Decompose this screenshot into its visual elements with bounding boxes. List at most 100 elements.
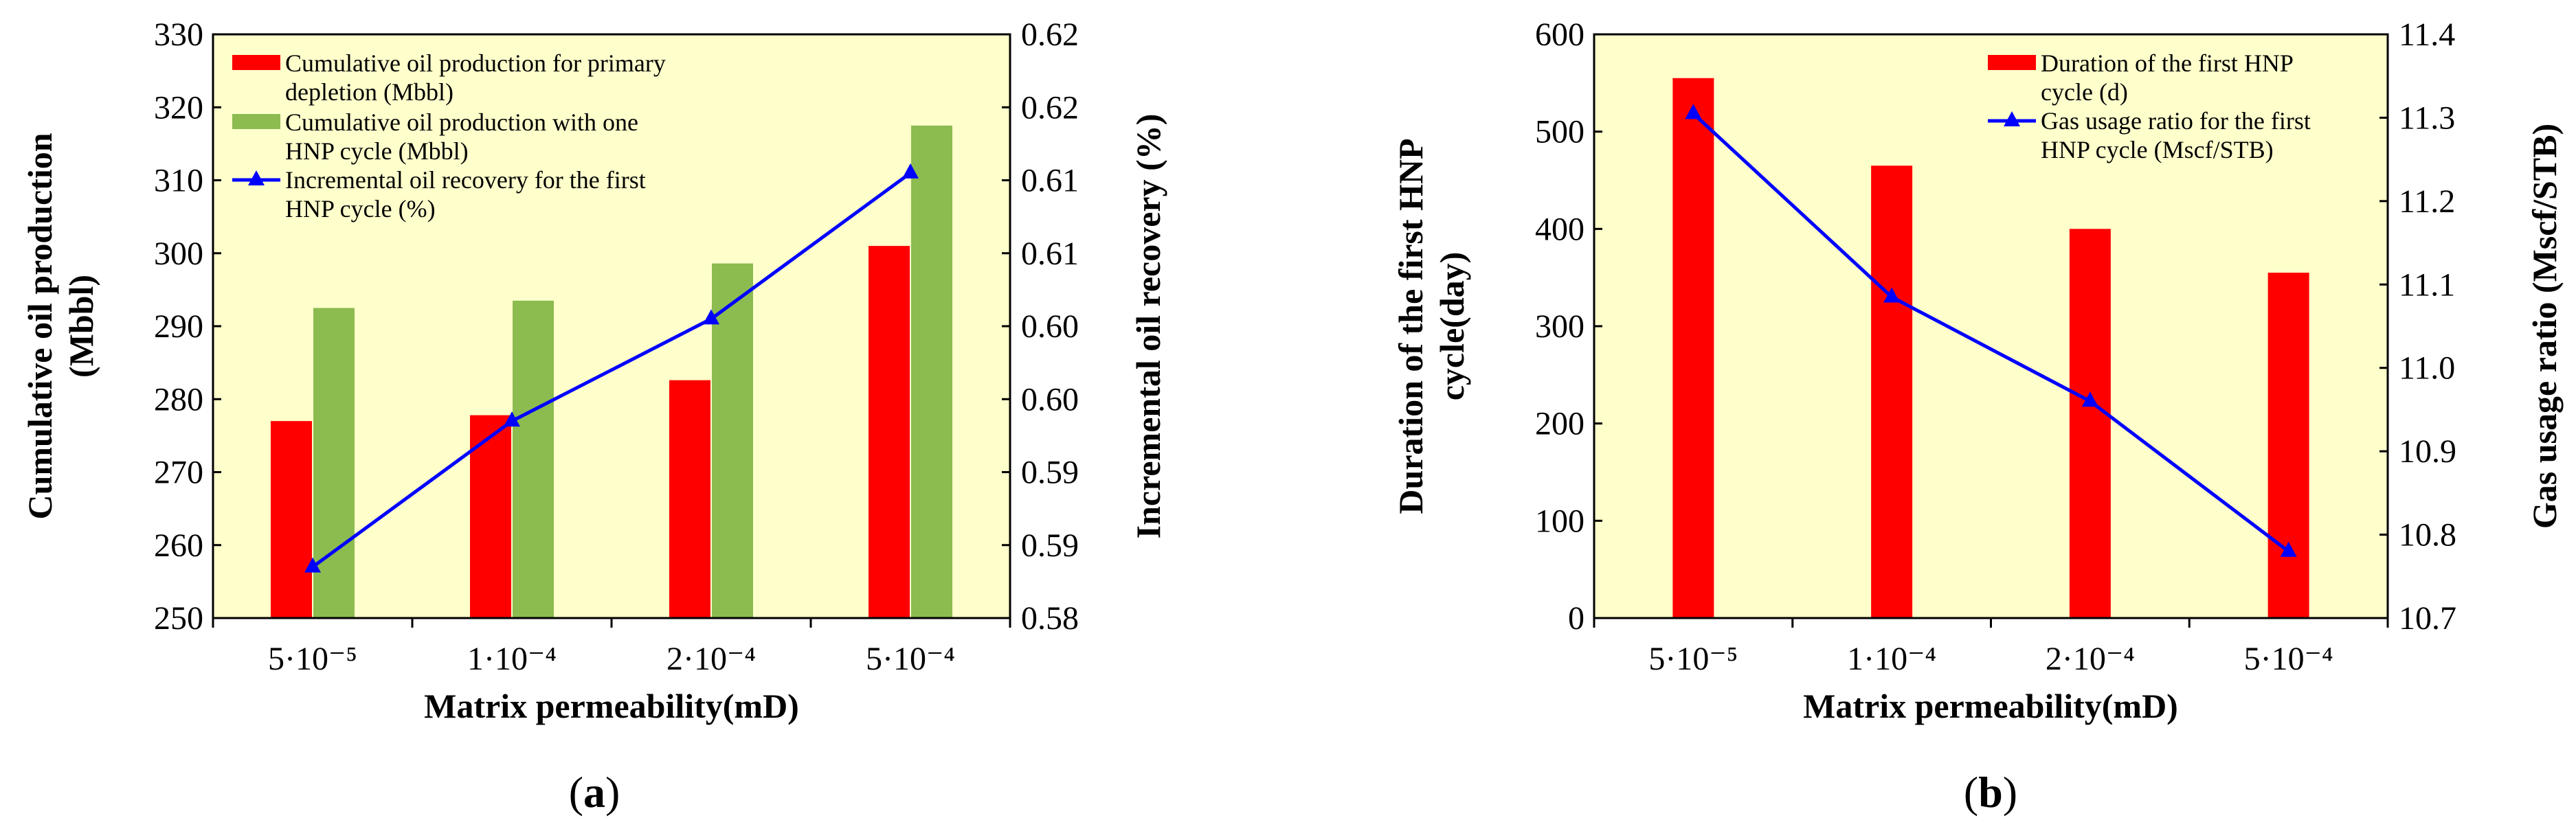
y2-tick-label-a-6: 0.61 xyxy=(1021,163,1079,199)
y-tick-label-b-4: 400 xyxy=(1535,211,1584,247)
y2-axis-label-b: Gas usage ratio (Mscf/STB) xyxy=(2525,124,2564,529)
legend-label-hnp-cycle-2: HNP cycle (Mbbl) xyxy=(285,137,469,165)
bar-a-s1-0 xyxy=(313,308,355,618)
legend-marker-gas-usage xyxy=(2004,111,2020,126)
line-marker-a-3 xyxy=(902,163,919,179)
line-marker-a-0 xyxy=(304,557,321,573)
legend-swatch-duration xyxy=(1988,55,2036,70)
y-tick-label-a-7: 320 xyxy=(154,89,203,126)
legend-box-b xyxy=(1979,41,2377,182)
y-tick-label-a-0: 250 xyxy=(154,600,203,637)
bar-a-s0-3 xyxy=(869,246,910,618)
y2-ticks-b: 10.7 10.8 10.9 11.0 11.1 11.2 11.3 11.4 xyxy=(2379,16,2456,637)
y2-tick-label-a-8: 0.62 xyxy=(1021,16,1079,53)
y-tick-label-a-5: 300 xyxy=(154,236,203,272)
bar-a-s1-3 xyxy=(911,125,952,618)
y2-tick-label-b-1: 10.8 xyxy=(2399,517,2456,554)
bar-b-s0-2 xyxy=(2069,229,2111,618)
legend-label-duration-1: Duration of the first HNP xyxy=(2041,49,2294,77)
panel-label-a: (a) xyxy=(569,768,620,817)
line-b-0 xyxy=(1692,112,2290,553)
y2-tick-label-a-3: 0.60 xyxy=(1021,381,1079,418)
y2-tick-label-a-1: 0.59 xyxy=(1021,527,1079,564)
x-tick-label-b-2: 2·10⁻⁴ xyxy=(2046,641,2135,677)
x-axis-label-b: Matrix permeability(mD) xyxy=(1803,687,2178,725)
y-tick-label-b-5: 500 xyxy=(1535,114,1584,150)
y2-tick-label-b-2: 10.9 xyxy=(2399,433,2456,470)
line-marker-b-1 xyxy=(1883,287,1901,303)
x-tick-label-b-1: 1·10⁻⁴ xyxy=(1847,641,1936,677)
y2-tick-label-b-3: 11.0 xyxy=(2399,350,2455,387)
y-axis-label-b-line2: cycle(day) xyxy=(1433,252,1471,401)
y2-tick-label-b-7: 11.4 xyxy=(2399,16,2455,53)
legend-marker-incremental-recovery xyxy=(248,170,265,185)
legend-label-incremental-recovery-1: Incremental oil recovery for the first xyxy=(285,166,646,194)
y-tick-label-a-6: 310 xyxy=(154,163,203,199)
y-tick-label-a-4: 290 xyxy=(154,308,203,345)
legend-swatch-primary-depletion xyxy=(232,55,280,70)
x-tick-label-a-2: 2·10⁻⁴ xyxy=(667,641,756,677)
y2-ticks-a: 0.58 0.59 0.59 0.60 0.60 0.61 0.61 0.62 0.62 xyxy=(1002,16,1079,637)
legend-label-incremental-recovery-2: HNP cycle (%) xyxy=(285,195,436,222)
y2-tick-label-a-5: 0.61 xyxy=(1021,236,1079,272)
bar-a-s1-1 xyxy=(513,300,554,618)
x-ticks-b: 5·10⁻⁵ 1·10⁻⁴ 2·10⁻⁴ 5·10⁻⁴ xyxy=(1593,618,2389,677)
y-tick-label-b-6: 600 xyxy=(1535,16,1584,53)
x-tick-label-a-3: 5·10⁻⁴ xyxy=(866,641,955,677)
line-marker-a-1 xyxy=(504,411,520,427)
y-tick-label-b-0: 0 xyxy=(1568,600,1584,637)
y2-tick-label-a-2: 0.59 xyxy=(1021,455,1079,491)
y-ticks-b: 0 100 200 300 400 500 600 xyxy=(1535,16,1602,637)
bar-a-s0-2 xyxy=(669,380,710,618)
chart-panel-b: 0 100 200 300 400 500 600 10.7 10.8 10.9 11.0 11.1… xyxy=(1391,16,2564,817)
legend-label-primary-depletion-2: depletion (Mbbl) xyxy=(285,78,453,106)
y2-tick-label-b-6: 11.3 xyxy=(2399,100,2455,136)
bar-b-s0-0 xyxy=(1672,78,1714,618)
y2-tick-label-a-4: 0.60 xyxy=(1021,308,1079,345)
bar-a-s0-1 xyxy=(470,415,511,618)
y2-axis-label-a: Incremental oil recovery (%) xyxy=(1129,114,1167,539)
line-series-b xyxy=(1685,104,2297,557)
legend-box-a xyxy=(227,41,711,227)
bar-a-s0-0 xyxy=(271,421,312,618)
legend-label-gas-usage-1: Gas usage ratio for the first xyxy=(2041,107,2311,135)
x-ticks-a: 5·10⁻⁵ 1·10⁻⁴ 2·10⁻⁴ 5·10⁻⁴ xyxy=(212,618,1011,677)
legend-label-gas-usage-2: HNP cycle (Mscf/STB) xyxy=(2041,136,2274,163)
line-marker-a-2 xyxy=(703,309,719,325)
legend-label-duration-2: cycle (d) xyxy=(2041,78,2128,106)
line-marker-b-3 xyxy=(2280,541,2297,557)
y2-tick-label-a-0: 0.58 xyxy=(1021,600,1079,637)
bar-b-s0-1 xyxy=(1871,166,1913,618)
y2-tick-label-a-7: 0.62 xyxy=(1021,89,1079,126)
legend-a: Cumulative oil production for primary de… xyxy=(227,41,711,227)
y-tick-label-b-1: 100 xyxy=(1535,503,1584,539)
x-tick-label-a-0: 5·10⁻⁵ xyxy=(268,641,357,677)
y-axis-label-b-line1: Duration of the first HNP xyxy=(1391,138,1430,514)
legend-label-hnp-cycle-1: Cumulative oil production with one xyxy=(285,109,638,136)
y2-tick-label-b-4: 11.1 xyxy=(2399,266,2455,303)
x-tick-label-b-0: 5·10⁻⁵ xyxy=(1648,641,1738,677)
y-tick-label-a-1: 260 xyxy=(154,527,203,564)
bars-b xyxy=(1672,78,2309,618)
y-tick-label-b-3: 300 xyxy=(1535,308,1584,345)
legend-swatch-hnp-cycle xyxy=(232,114,280,129)
y2-tick-label-b-0: 10.7 xyxy=(2399,600,2456,637)
y-tick-label-a-8: 330 xyxy=(154,16,203,53)
y-ticks-a: 250 260 270 280 290 300 310 320 330 xyxy=(154,16,221,637)
line-marker-b-0 xyxy=(1685,104,1702,119)
y-axis-label-a-line2: (Mbbl) xyxy=(62,275,100,378)
bars-a xyxy=(271,125,952,618)
line-series-a xyxy=(304,163,919,573)
panel-label-b-letter: b xyxy=(1978,768,2003,817)
y-axis-label-a-line1: Cumulative oil production xyxy=(21,133,59,519)
panel-label-a-letter: a xyxy=(583,768,605,817)
chart-panel-a: 250 260 270 280 290 300 310 320 330 0.58 0.59 0.59… xyxy=(21,16,1167,817)
x-tick-label-a-1: 1·10⁻⁴ xyxy=(467,641,557,677)
bar-b-s0-3 xyxy=(2267,273,2309,618)
y-tick-label-b-2: 200 xyxy=(1535,406,1584,442)
x-tick-label-b-3: 5·10⁻⁴ xyxy=(2244,641,2333,677)
legend-b: Duration of the first HNP cycle (d) Gas … xyxy=(1979,41,2377,182)
y2-tick-label-b-5: 11.2 xyxy=(2399,183,2455,220)
x-axis-label-a: Matrix permeability(mD) xyxy=(424,687,799,725)
